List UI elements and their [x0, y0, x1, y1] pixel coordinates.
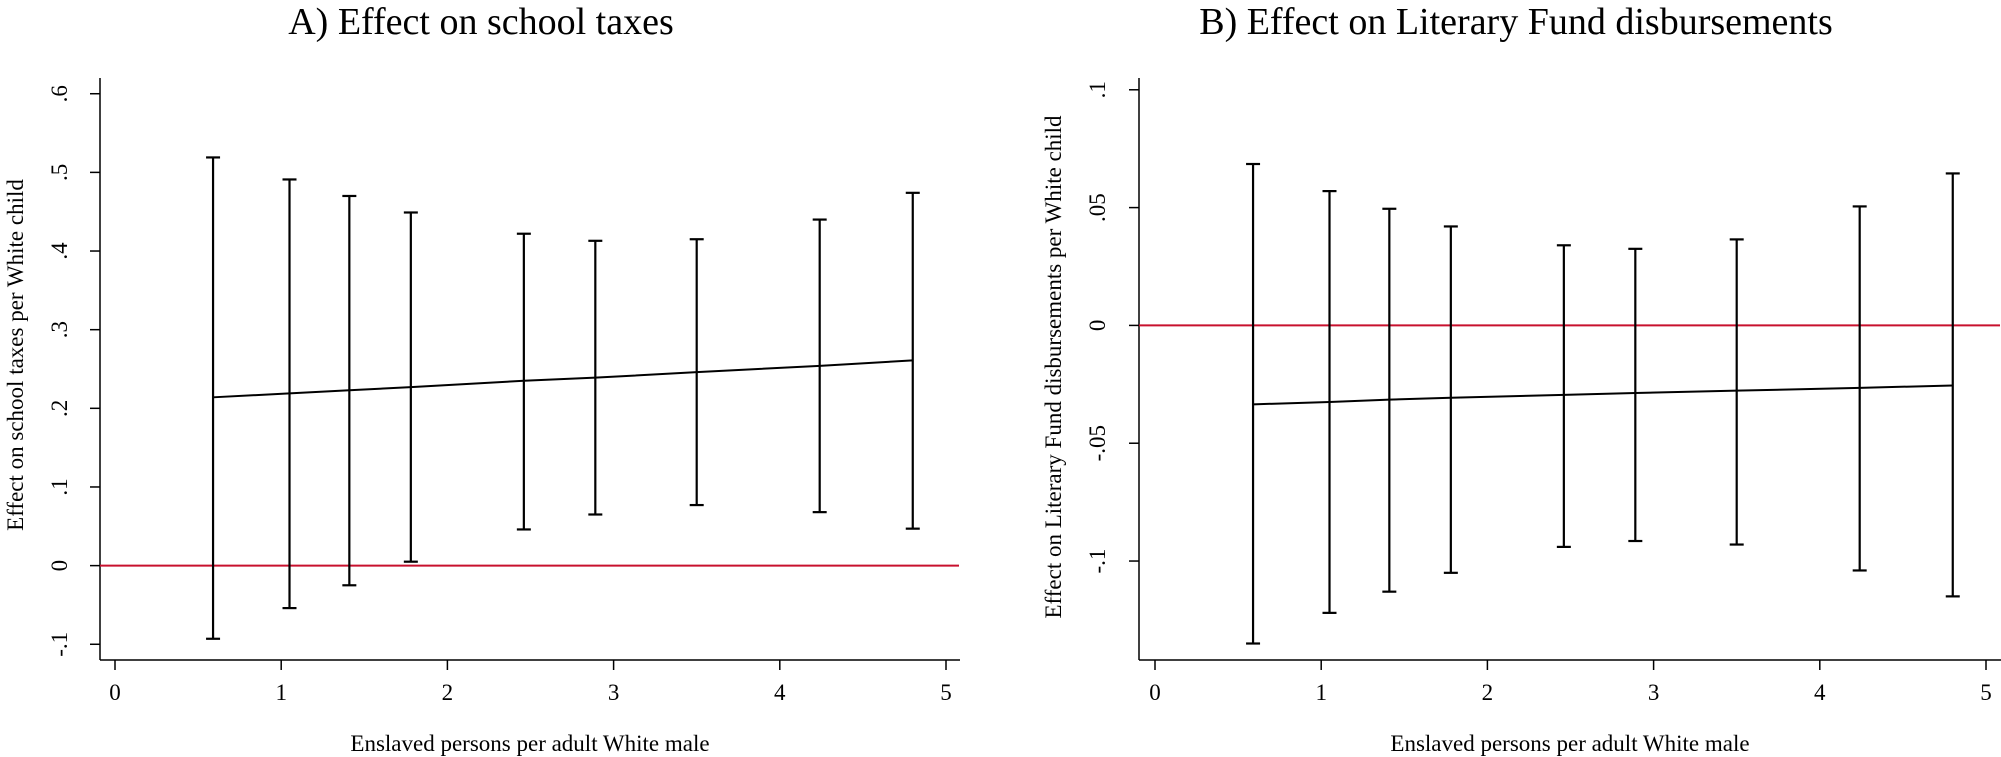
- panel-a-x-tick-label: 1: [275, 680, 287, 705]
- panel-b-literary-fund: B) Effect on Literary Fund disbursements…: [1041, 1, 2001, 756]
- panel-b-y-ticks: -.1 -.05 0 .05 .1: [1085, 81, 1139, 573]
- panel-a-y-tick-label: .6: [47, 85, 72, 102]
- panel-b-x-tick-label: 1: [1315, 680, 1327, 705]
- panel-a-y-tick-label: -.1: [47, 632, 72, 657]
- panel-a-x-tick-label: 0: [109, 680, 121, 705]
- panel-b-xlabel: Enslaved persons per adult White male: [1390, 731, 1749, 756]
- panel-b-x-tick-label: 2: [1482, 680, 1494, 705]
- panel-b-y-tick-label: .1: [1085, 81, 1110, 98]
- panel-b-x-tick-label: 4: [1814, 680, 1826, 705]
- panel-a-x-tick-label: 5: [940, 680, 952, 705]
- panel-a-title: A) Effect on school taxes: [288, 1, 674, 43]
- panel-b-plot-area: [1138, 78, 2001, 661]
- panel-a-y-tick-label: 0: [47, 560, 72, 572]
- panel-a-ylabel: Effect on school taxes per White child: [3, 179, 28, 531]
- panel-a-x-tick-label: 3: [608, 680, 620, 705]
- panel-b-x-tick-label: 5: [1980, 680, 1992, 705]
- panel-b-x-ticks: 0 1 2 3 4 5: [1149, 660, 1992, 705]
- panel-a-x-ticks: 0 1 2 3 4 5: [109, 660, 952, 705]
- panel-b-ylabel: Effect on Literary Fund disbursements pe…: [1041, 115, 1066, 619]
- panel-a-xlabel: Enslaved persons per adult White male: [350, 731, 709, 756]
- panel-a-school-taxes: A) Effect on school taxes Effect on scho…: [3, 1, 960, 756]
- panel-a-x-tick-label: 2: [442, 680, 454, 705]
- panel-a-y-tick-label: .4: [47, 242, 72, 260]
- panel-b-y-tick-label: -.05: [1085, 425, 1110, 461]
- panel-b-marginal-effect-line: [1253, 384, 1953, 406]
- panel-b-y-tick-label: -.1: [1085, 549, 1110, 574]
- panel-a-y-ticks: -.1 0 .1 .2 .3 .4 .5 .6: [47, 85, 100, 657]
- panel-a-plot-area: [99, 78, 960, 661]
- panel-a-y-tick-label: .1: [47, 478, 72, 495]
- panel-b-y-tick-label: .05: [1085, 193, 1110, 222]
- panel-a-y-tick-label: .3: [47, 321, 72, 338]
- panel-b-x-tick-label: 3: [1648, 680, 1660, 705]
- panel-b-title: B) Effect on Literary Fund disbursements: [1199, 1, 1833, 43]
- panel-a-x-tick-label: 4: [774, 680, 786, 705]
- panel-b-y-tick-label: 0: [1085, 320, 1110, 332]
- panel-b-x-tick-label: 0: [1149, 680, 1161, 705]
- panel-a-y-tick-label: .2: [47, 400, 72, 417]
- panel-a-y-tick-label: .5: [47, 164, 72, 181]
- panel-a-marginal-effect-line: [213, 359, 913, 399]
